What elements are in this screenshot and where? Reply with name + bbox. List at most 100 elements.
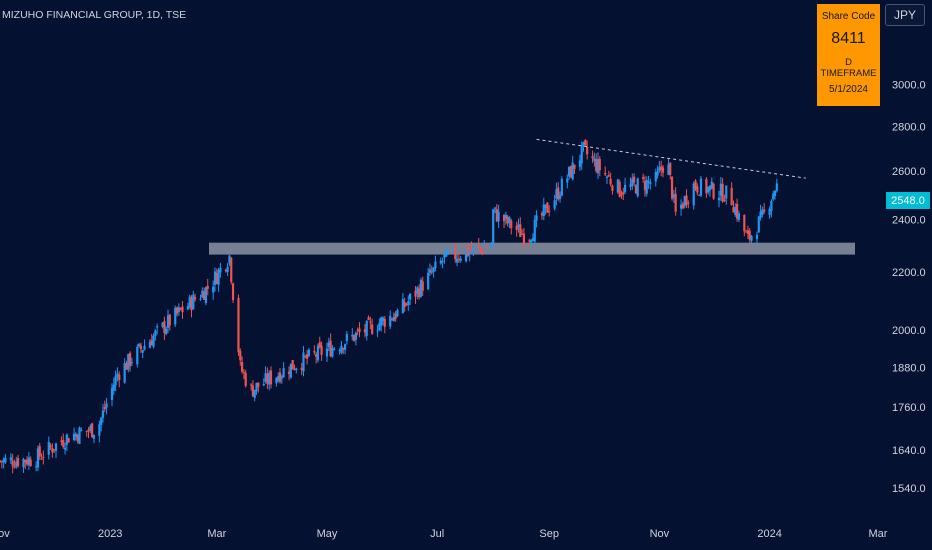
candle	[558, 191, 562, 203]
candle	[268, 369, 271, 391]
candle	[723, 194, 726, 202]
candle	[392, 312, 395, 322]
candle	[186, 302, 189, 311]
candle	[694, 179, 697, 192]
x-tick-label: Mar	[869, 528, 888, 540]
candle	[390, 317, 394, 321]
support-zone	[209, 242, 855, 255]
candle	[761, 206, 764, 218]
candle	[658, 160, 661, 173]
candle	[631, 173, 634, 190]
candle	[472, 245, 475, 257]
candle	[533, 215, 536, 244]
candle	[116, 367, 119, 382]
candle	[340, 340, 343, 355]
candle	[427, 267, 430, 291]
candle	[143, 339, 146, 351]
candle	[291, 359, 294, 370]
time-axis: Nov 2023 Mar May Jul Sep Nov 2024 Mar	[0, 528, 888, 540]
candle	[596, 152, 600, 179]
candle	[566, 174, 569, 189]
y-tick-label: 3000.0	[892, 80, 926, 92]
candle	[51, 443, 54, 458]
candle	[213, 267, 217, 292]
x-tick-label: Nov	[650, 528, 670, 540]
candle	[687, 200, 690, 209]
candle	[446, 248, 450, 256]
candle	[101, 403, 105, 423]
candle	[203, 287, 206, 301]
candle	[289, 363, 292, 379]
candle	[11, 453, 14, 474]
candle	[4, 454, 7, 465]
candle	[591, 150, 594, 163]
y-tick-label: 1640.0	[892, 445, 926, 457]
candle	[452, 247, 455, 253]
candle	[242, 368, 245, 380]
candle	[307, 347, 311, 358]
candle	[300, 362, 303, 376]
candle	[540, 211, 544, 220]
candle	[595, 153, 598, 174]
candle	[376, 324, 379, 338]
candle	[683, 195, 686, 209]
candle	[72, 427, 76, 442]
candle	[748, 227, 751, 245]
candle	[177, 303, 180, 316]
candle	[316, 343, 320, 363]
candle	[582, 141, 585, 152]
candle	[633, 173, 636, 187]
candle	[363, 324, 367, 338]
candle	[224, 268, 227, 273]
y-tick-label: 1880.0	[892, 362, 926, 374]
candle	[571, 155, 574, 181]
y-tick-label: 2400.0	[892, 215, 926, 227]
candle	[459, 255, 462, 263]
candle	[333, 347, 336, 351]
candle	[226, 263, 229, 276]
candle	[280, 374, 283, 384]
candle	[746, 225, 750, 239]
candle	[219, 262, 222, 278]
candle	[128, 351, 132, 372]
candle	[215, 268, 218, 285]
price-axis: 1540.0 1640.0 1760.0 1880.0 2000.0 2200.0 2400…	[892, 4, 926, 495]
candle	[9, 453, 12, 464]
candle	[567, 166, 571, 180]
candle	[616, 178, 619, 194]
y-tick-label: 2200.0	[892, 267, 926, 279]
candle	[763, 203, 766, 214]
candle	[327, 337, 330, 352]
candle	[553, 194, 556, 211]
symbol-title: MIZUHO FINANCIAL GROUP, 1D, TSE	[2, 9, 187, 21]
candle	[87, 427, 90, 439]
candle	[493, 207, 497, 214]
y-tick-label: 2600.0	[892, 166, 926, 178]
candle	[217, 267, 220, 292]
candle	[573, 164, 576, 174]
candle	[40, 453, 43, 460]
currency-button[interactable]: JPY	[885, 4, 925, 26]
candle	[343, 343, 347, 355]
candle	[586, 140, 589, 160]
candle	[598, 156, 601, 177]
candle	[468, 249, 471, 262]
candle	[696, 183, 699, 196]
candle	[264, 366, 267, 384]
candle	[65, 433, 68, 451]
x-tick-label: 2024	[757, 528, 781, 540]
candle	[181, 301, 184, 319]
candle	[13, 459, 16, 469]
candle	[721, 177, 724, 203]
candle	[679, 199, 683, 216]
candle	[593, 152, 596, 167]
candle	[502, 214, 506, 229]
candle	[266, 367, 269, 390]
candle	[772, 190, 775, 202]
candle	[414, 286, 417, 304]
candle	[371, 318, 374, 335]
candle	[139, 342, 143, 353]
candle	[342, 347, 345, 355]
candle	[36, 445, 40, 472]
